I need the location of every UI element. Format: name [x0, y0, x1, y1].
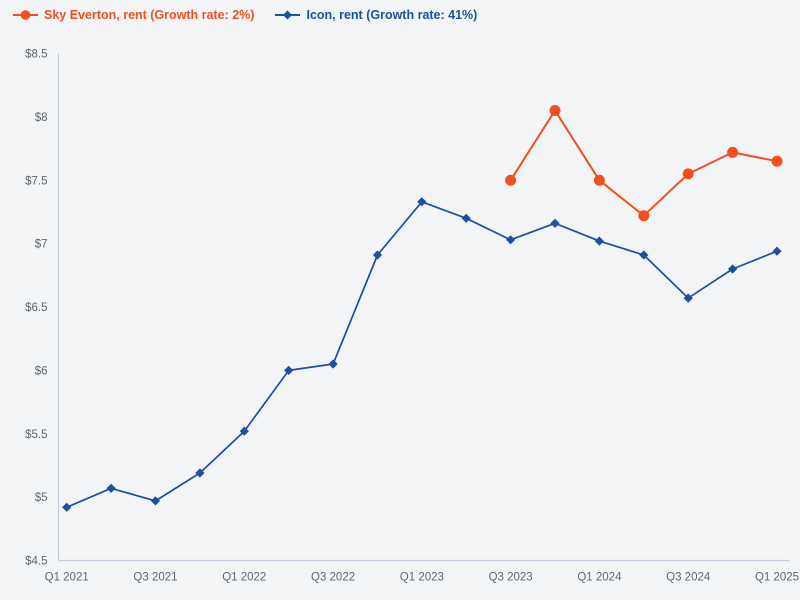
x-axis-tick-label: Q3 2021: [133, 572, 177, 584]
legend-marker-diamond-icon: [275, 10, 301, 20]
y-axis-tick-label: $8: [35, 112, 48, 124]
y-axis-tick-label: $7: [35, 239, 48, 251]
data-point-sky-everton-q1-2024[interactable]: [593, 174, 605, 186]
data-point-sky-everton-q4-2024[interactable]: [727, 146, 739, 158]
data-point-icon-q4-2021[interactable]: [195, 468, 205, 478]
data-point-icon-q2-2021[interactable]: [106, 483, 116, 493]
x-axis-tick-label: Q1 2022: [222, 572, 266, 584]
x-axis-tick-label: Q3 2024: [666, 572, 711, 584]
y-axis-tick-label: $6.5: [25, 302, 47, 314]
data-point-sky-everton-q2-2024[interactable]: [638, 210, 650, 222]
y-axis-tick-label: $5: [35, 492, 48, 504]
legend-item-sky-everton[interactable]: Sky Everton, rent (Growth rate: 2%): [12, 8, 254, 22]
data-point-icon-q3-2022[interactable]: [328, 359, 338, 369]
data-point-icon-q1-2025[interactable]: [772, 246, 782, 256]
series-line-icon: [65, 200, 778, 509]
data-point-icon-q4-2022[interactable]: [372, 250, 383, 260]
data-point-icon-q3-2023[interactable]: [506, 235, 516, 245]
legend-label-sky-everton: Sky Everton, rent (Growth rate: 2%): [44, 8, 255, 22]
data-point-icon-q1-2024[interactable]: [594, 236, 604, 246]
data-point-icon-q2-2022[interactable]: [284, 365, 294, 375]
data-point-icon-q2-2023[interactable]: [461, 213, 471, 223]
x-axis-tick-label: Q1 2024: [577, 572, 622, 584]
data-point-icon-q2-2024[interactable]: [639, 250, 649, 260]
x-axis-tick-label: Q3 2022: [311, 572, 355, 584]
x-axis-tick-label: Q1 2023: [400, 572, 444, 584]
data-point-icon-q4-2023[interactable]: [550, 218, 560, 228]
data-point-sky-everton-q3-2024[interactable]: [682, 168, 694, 180]
data-point-icon-q1-2023[interactable]: [417, 197, 427, 207]
x-axis-tick-label: Q1 2025: [755, 572, 799, 584]
y-axis-tick-label: $4.5: [25, 556, 47, 568]
y-axis-tick-label: $7.5: [25, 175, 47, 187]
chart-legend: Sky Everton, rent (Growth rate: 2%) Icon…: [12, 8, 477, 22]
data-point-sky-everton-q1-2025[interactable]: [771, 155, 783, 167]
data-point-sky-everton-q4-2023[interactable]: [549, 105, 561, 117]
y-axis-tick-label: $5.5: [25, 429, 47, 441]
y-axis-tick-label: $6: [35, 365, 48, 377]
x-axis-tick-label: Q3 2023: [489, 572, 533, 584]
legend-item-icon[interactable]: Icon, rent (Growth rate: 41%): [274, 8, 477, 22]
data-point-icon-q4-2024[interactable]: [728, 264, 738, 274]
data-point-icon-q1-2022[interactable]: [239, 426, 249, 436]
data-point-sky-everton-q3-2023[interactable]: [505, 174, 517, 186]
legend-marker-circle-icon: [13, 10, 38, 20]
legend-label-icon: Icon, rent (Growth rate: 41%): [306, 8, 478, 22]
x-axis-tick-label: Q1 2021: [45, 572, 89, 584]
y-axis-tick-label: $8.5: [25, 49, 47, 61]
data-point-icon-q1-2021[interactable]: [62, 502, 72, 512]
series-line-sky-everton: [509, 109, 778, 217]
data-point-icon-q3-2021[interactable]: [150, 496, 161, 506]
